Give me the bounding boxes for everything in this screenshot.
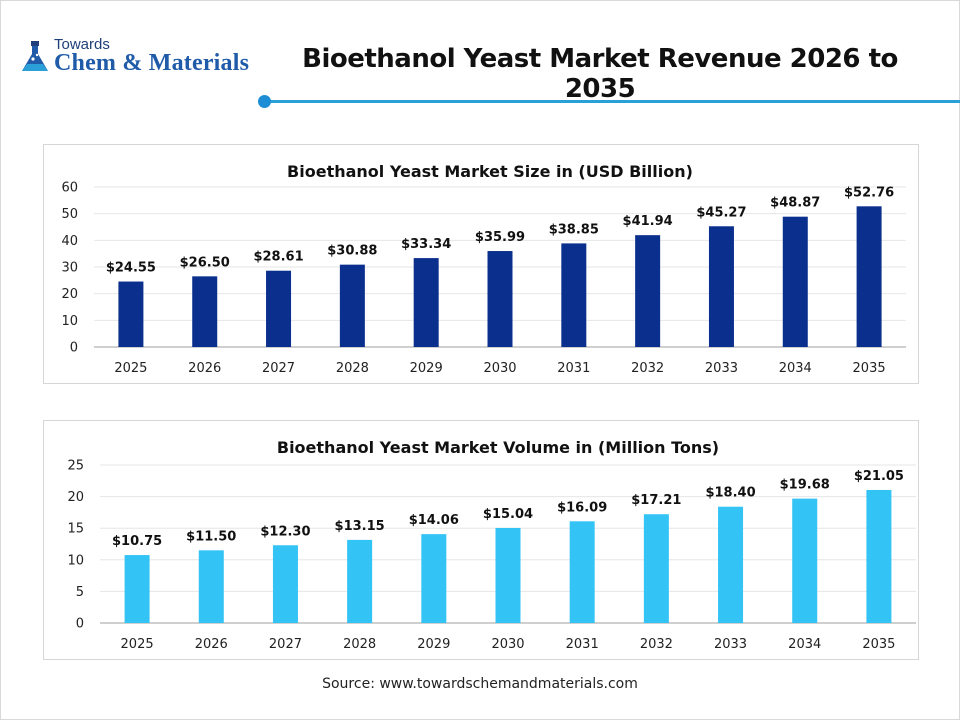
data-label: $30.88 (327, 244, 377, 259)
bar (347, 539, 373, 623)
x-tick-label: 2027 (262, 361, 295, 376)
x-tick-label: 2033 (705, 361, 738, 376)
chart-title: Bioethanol Yeast Market Size in (USD Bil… (287, 162, 693, 181)
bar (413, 258, 439, 347)
divider-dot (258, 95, 271, 108)
y-tick-label: 25 (67, 459, 84, 474)
x-tick-label: 2029 (417, 637, 450, 652)
flask-icon (22, 41, 48, 71)
x-tick-label: 2033 (714, 637, 747, 652)
bar (635, 235, 661, 347)
bar (782, 216, 808, 347)
x-tick-label: 2026 (188, 361, 221, 376)
y-tick-label: 40 (61, 234, 78, 249)
bar (266, 270, 292, 347)
x-tick-label: 2029 (410, 361, 443, 376)
bar (866, 489, 892, 623)
bar (495, 527, 521, 623)
x-tick-label: 2031 (566, 637, 599, 652)
bar (643, 514, 669, 623)
data-label: $48.87 (770, 196, 820, 211)
page-title: Bioethanol Yeast Market Revenue 2026 to … (302, 44, 898, 104)
x-tick-label: 2028 (343, 637, 376, 652)
y-tick-label: 0 (76, 617, 84, 632)
data-label: $52.76 (844, 185, 894, 200)
data-label: $12.30 (260, 524, 310, 539)
bar (272, 545, 298, 623)
volume-chart-panel: Bioethanol Yeast Market Volume in (Milli… (43, 420, 919, 660)
data-label: $33.34 (401, 237, 451, 252)
bar (421, 534, 447, 623)
y-tick-label: 15 (67, 522, 84, 537)
y-tick-label: 30 (61, 261, 78, 276)
data-label: $38.85 (549, 222, 599, 237)
data-label: $26.50 (180, 255, 230, 270)
data-label: $11.50 (186, 529, 236, 544)
data-label: $41.94 (623, 214, 673, 229)
bar (487, 251, 513, 347)
x-tick-label: 2030 (491, 637, 524, 652)
y-tick-label: 10 (67, 553, 84, 568)
data-label: $16.09 (557, 500, 607, 515)
y-tick-label: 20 (61, 287, 78, 302)
x-tick-label: 2032 (640, 637, 673, 652)
x-tick-label: 2027 (269, 637, 302, 652)
revenue-chart-panel: Bioethanol Yeast Market Size in (USD Bil… (43, 144, 919, 384)
data-label: $24.55 (106, 261, 156, 276)
y-tick-label: 0 (70, 341, 78, 356)
title-divider (262, 100, 960, 103)
brand-top-text: Towards (54, 36, 110, 53)
x-tick-label: 2034 (788, 637, 821, 652)
y-tick-label: 10 (61, 314, 78, 329)
x-tick-label: 2032 (631, 361, 664, 376)
data-label: $19.68 (780, 478, 830, 493)
data-label: $10.75 (112, 534, 162, 549)
x-tick-label: 2030 (483, 361, 516, 376)
x-tick-label: 2026 (195, 637, 228, 652)
x-tick-label: 2034 (779, 361, 812, 376)
data-label: $13.15 (335, 519, 385, 534)
bar (198, 550, 224, 623)
data-label: $15.04 (483, 507, 533, 522)
revenue-chart: Bioethanol Yeast Market Size in (USD Bil… (61, 162, 906, 376)
bar (708, 226, 734, 347)
y-tick-label: 20 (67, 490, 84, 505)
y-tick-label: 5 (76, 585, 84, 600)
bar (856, 206, 882, 347)
volume-chart: Bioethanol Yeast Market Volume in (Milli… (67, 438, 916, 652)
x-tick-label: 2025 (114, 361, 147, 376)
data-label: $14.06 (409, 513, 459, 528)
chart-title: Bioethanol Yeast Market Volume in (Milli… (277, 438, 719, 457)
x-tick-label: 2035 (862, 637, 895, 652)
bar (339, 264, 365, 347)
data-label: $35.99 (475, 230, 525, 245)
brand-logo: Towards Chem & Materials (18, 36, 268, 80)
bar (718, 506, 744, 623)
x-tick-label: 2028 (336, 361, 369, 376)
x-tick-label: 2035 (853, 361, 886, 376)
data-label: $45.27 (696, 205, 746, 220)
x-tick-label: 2025 (121, 637, 154, 652)
data-label: $21.05 (854, 469, 904, 484)
y-tick-label: 60 (61, 181, 78, 196)
bar (124, 555, 150, 623)
bar (561, 243, 587, 347)
y-tick-label: 50 (61, 207, 78, 222)
brand-main-text: Chem & Materials (54, 50, 250, 76)
bar (569, 521, 595, 623)
data-label: $18.40 (705, 486, 755, 501)
bar (118, 281, 144, 347)
data-label: $17.21 (631, 493, 681, 508)
x-tick-label: 2031 (557, 361, 590, 376)
bar (192, 276, 218, 347)
source-note: Source: www.towardschemandmaterials.com (322, 676, 638, 692)
bar (792, 498, 818, 623)
data-label: $28.61 (253, 250, 303, 265)
